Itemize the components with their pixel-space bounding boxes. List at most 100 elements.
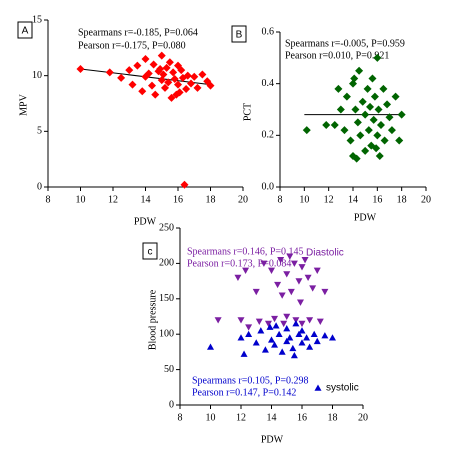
point xyxy=(306,343,314,350)
point xyxy=(346,136,355,145)
point xyxy=(363,84,372,93)
point xyxy=(165,58,174,67)
point xyxy=(304,274,312,282)
point xyxy=(237,317,245,324)
point xyxy=(274,281,282,289)
point xyxy=(190,72,199,81)
point xyxy=(286,334,294,341)
annotation: Pearson r=0.173, P=0.084 xyxy=(187,258,291,269)
point xyxy=(283,325,291,332)
y-tick-label: 0 xyxy=(37,181,42,192)
point xyxy=(161,83,169,92)
y-tick-label: 10 xyxy=(32,70,42,81)
annotation: Spearmans r=-0.185, P=0.064 xyxy=(78,27,198,38)
x-tick-label: 16 xyxy=(173,194,183,205)
x-tick-label: 20 xyxy=(358,412,368,423)
point xyxy=(361,146,370,155)
point xyxy=(364,126,373,135)
point xyxy=(261,346,269,353)
y-axis-label: PCT xyxy=(242,103,253,121)
point xyxy=(298,264,306,271)
point xyxy=(148,81,156,90)
y-tick-label: 150 xyxy=(159,293,174,304)
point xyxy=(198,70,207,79)
x-tick-label: 12 xyxy=(324,194,334,205)
point xyxy=(366,102,375,111)
x-tick-label: 18 xyxy=(206,194,216,205)
point xyxy=(117,73,126,82)
point xyxy=(290,351,298,359)
point xyxy=(370,92,379,101)
point xyxy=(164,78,173,87)
point xyxy=(214,317,222,324)
point xyxy=(260,260,268,267)
x-tick-label: 10 xyxy=(76,194,86,205)
y-axis-label: Blood pressure xyxy=(147,289,158,350)
annotation: Spearmans r=-0.005, P=0.959 xyxy=(285,38,405,49)
point xyxy=(170,75,179,84)
point xyxy=(355,66,364,75)
point xyxy=(336,105,345,114)
point xyxy=(375,152,384,160)
point xyxy=(350,74,359,83)
point xyxy=(172,90,181,99)
point xyxy=(278,292,286,299)
x-tick-label: 14 xyxy=(267,412,277,423)
y-axis-label: MPV xyxy=(18,93,29,115)
annotation: Spearmans r=0.146, P=0.145 xyxy=(187,246,304,257)
panel-label-box xyxy=(231,25,247,43)
point xyxy=(174,80,182,89)
point xyxy=(156,64,165,73)
point xyxy=(159,70,168,79)
x-tick-label: 8 xyxy=(46,194,51,205)
x-axis-label: PDW xyxy=(354,212,377,223)
point xyxy=(193,83,202,92)
point xyxy=(162,63,171,72)
point xyxy=(296,299,304,306)
y-tick-label: 250 xyxy=(159,222,174,233)
point xyxy=(283,337,291,345)
x-tick-label: 16 xyxy=(372,194,382,205)
x-tick-label: 14 xyxy=(141,194,151,205)
point xyxy=(298,339,306,346)
y-tick-label: 200 xyxy=(159,258,174,269)
point xyxy=(372,144,381,153)
point xyxy=(380,136,389,145)
point xyxy=(277,257,285,264)
point xyxy=(298,320,306,328)
point xyxy=(330,121,339,129)
point xyxy=(177,66,186,75)
point xyxy=(306,317,314,324)
x-tick-label: 18 xyxy=(397,194,407,205)
y-tick-label: 0.6 xyxy=(262,26,275,37)
point xyxy=(183,71,192,80)
point xyxy=(290,260,298,267)
y-tick-label: 0.0 xyxy=(262,181,275,192)
y-tick-label: 50 xyxy=(164,364,174,375)
point xyxy=(206,81,215,90)
point xyxy=(157,51,166,60)
x-axis-label: PDW xyxy=(134,216,157,227)
x-tick-label: 8 xyxy=(178,412,183,423)
annotation: Pearson r=0.010, P=0.921 xyxy=(285,50,389,61)
panel-label: A xyxy=(22,26,29,37)
point xyxy=(369,115,378,124)
point xyxy=(283,313,291,320)
y-tick-label: 5 xyxy=(37,126,42,137)
point xyxy=(295,330,303,337)
point xyxy=(187,79,195,88)
point xyxy=(268,267,275,274)
y-tick-label: 15 xyxy=(32,14,42,25)
point xyxy=(321,332,329,339)
point xyxy=(353,118,362,127)
x-tick-label: 10 xyxy=(206,412,216,423)
point xyxy=(182,85,191,94)
x-tick-label: 12 xyxy=(108,194,118,205)
point xyxy=(275,330,283,337)
annotation: Spearmans r=0.105, P=0.298 xyxy=(192,375,309,386)
point xyxy=(272,322,280,329)
point xyxy=(207,343,214,350)
point xyxy=(385,113,394,122)
point xyxy=(268,336,275,343)
